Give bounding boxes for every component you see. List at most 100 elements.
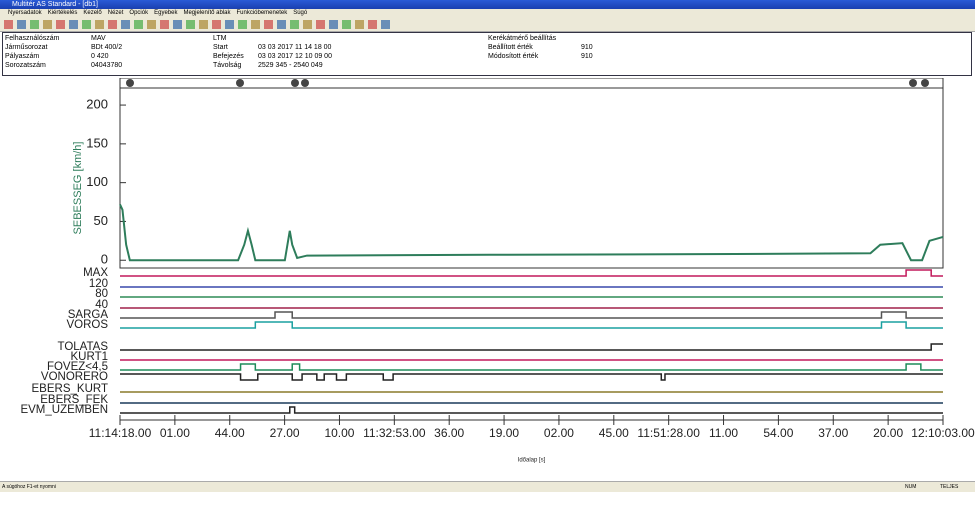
signal-label: VONORERO [41,371,108,383]
info-row: Járműsorozat BDt 400/2 [5,43,305,52]
toolbar-button[interactable] [277,20,286,29]
x-tick-label: 11:32:53.00 [363,426,426,440]
status-text: A súgóhoz F1-et nyomni [2,484,56,490]
toolbar-button[interactable] [225,20,234,29]
info-value: BDt 400/2 [91,44,123,51]
event-marker [236,79,244,87]
info-label: Start [213,44,228,51]
toolbar-button[interactable] [238,20,247,29]
menu-item[interactable]: Kezelő [83,10,102,16]
info-label: Kerékátmérő beállítás [488,35,557,42]
toolbar-button[interactable] [4,20,13,29]
info-label: Módosított érték [488,53,539,60]
signal-trace [120,406,943,414]
event-marker [909,79,917,87]
status-mode: TELJES [940,484,959,490]
toolbar-button[interactable] [381,20,390,29]
toolbar-button[interactable] [173,20,182,29]
menu-item[interactable]: Opciók [129,10,149,16]
toolbar-button[interactable] [95,20,104,29]
x-tick-label: 54.00 [763,426,793,440]
info-label: Sorozatszám [5,62,46,69]
info-value: 03 03 2017 11 14 18 00 [258,44,332,51]
menu-item[interactable]: Nézet [107,10,124,16]
menu-item[interactable]: Egyebek [154,10,178,16]
info-label: Beállított érték [488,44,533,51]
info-row: Beállított érték 910 [488,43,788,52]
x-tick-label: 10.00 [324,426,354,440]
toolbar-button[interactable] [251,20,260,29]
toolbar-button[interactable] [134,20,143,29]
info-row: Start 03 03 2017 11 14 18 00 [213,43,513,52]
x-tick-label: 45.00 [599,426,629,440]
toolbar-button[interactable] [264,20,273,29]
toolbar-button[interactable] [303,20,312,29]
info-value: 2529 345 - 2540 049 [258,62,323,69]
toolbar-button[interactable] [82,20,91,29]
signal-trace [120,343,943,351]
info-label: Pályaszám [5,53,40,60]
toolbar-button[interactable] [108,20,117,29]
x-tick-label: 27.00 [270,426,300,440]
toolbar-button[interactable] [147,20,156,29]
toolbar-button[interactable] [329,20,338,29]
toolbar-button[interactable] [30,20,39,29]
toolbar-button[interactable] [199,20,208,29]
toolbar-button[interactable] [56,20,65,29]
toolbar-button[interactable] [355,20,364,29]
signal-trace [120,363,943,371]
info-label: Járműsorozat [5,44,48,51]
info-label: LTM [213,35,227,42]
x-tick-label: 36.00 [434,426,464,440]
chart: 0 50 100 150 200 SEBESSEG [km/h] MAX1208040SAR… [20,78,975,464]
toolbar-button[interactable] [186,20,195,29]
info-value: 910 [581,53,593,60]
y-tick-label: 50 [94,213,108,228]
event-marker [921,79,929,87]
info-value: 0 420 [91,53,109,60]
x-tick-label: 12:10:03.00 [911,426,975,440]
toolbar-button[interactable] [316,20,325,29]
plot-frame [119,78,944,269]
toolbar-button[interactable] [368,20,377,29]
toolbar-button[interactable] [290,20,299,29]
menu-item[interactable]: Funkcióbemenetek [236,10,288,16]
x-tick-label: 37.00 [818,426,848,440]
info-row: Távolság 2529 345 - 2540 049 [213,61,513,70]
toolbar-button[interactable] [212,20,221,29]
toolbar-button[interactable] [160,20,169,29]
x-tick-label: 11:14:18.00 [89,426,152,440]
info-panel: Felhasználószám MAV Járműsorozat BDt 400/2 P… [2,32,972,76]
signal-label: 80 [95,288,108,300]
signal-label: EVM_UZEMBEN [20,404,108,416]
menu-item[interactable]: Nyersadatok [8,10,42,16]
title-bar: Multitér AS Standard - [db1] [0,0,975,9]
x-tick-label: 20.00 [873,426,903,440]
speed-line [119,203,944,262]
toolbar-button[interactable] [342,20,351,29]
signal-label: VOROS [66,319,108,331]
signal-label: EBERS_KURT [32,383,108,395]
signal-label: MAX [83,267,108,279]
x-tick-label: 02.00 [544,426,574,440]
signal-label: 40 [95,299,108,311]
x-tick-label: 01.00 [160,426,190,440]
menu-item[interactable]: Súgó [293,10,308,16]
info-row: Kerékátmérő beállítás [488,34,788,43]
info-label: Befejezés [213,53,244,60]
menu-item[interactable]: Kiértékelés [47,10,78,16]
toolbar-button[interactable] [121,20,130,29]
info-label: Felhasználószám [5,35,60,42]
y-tick-label: 150 [86,135,108,150]
signal-label: EBERS_FEK [40,394,108,406]
toolbar-button[interactable] [43,20,52,29]
signal-trace [120,311,943,319]
menu-bar: Nyersadatok Kiértékelés Kezelő Nézet Opciók E… [0,9,975,18]
x-tick-label: 11:51:28.00 [637,426,700,440]
info-row: Sorozatszám 04043780 [5,61,305,70]
toolbar-button[interactable] [17,20,26,29]
toolbar-button[interactable] [69,20,78,29]
menu-item[interactable]: Megjelenítő ablak [183,10,231,16]
x-tick-label: 11.00 [709,426,738,440]
info-value: 910 [581,44,593,51]
